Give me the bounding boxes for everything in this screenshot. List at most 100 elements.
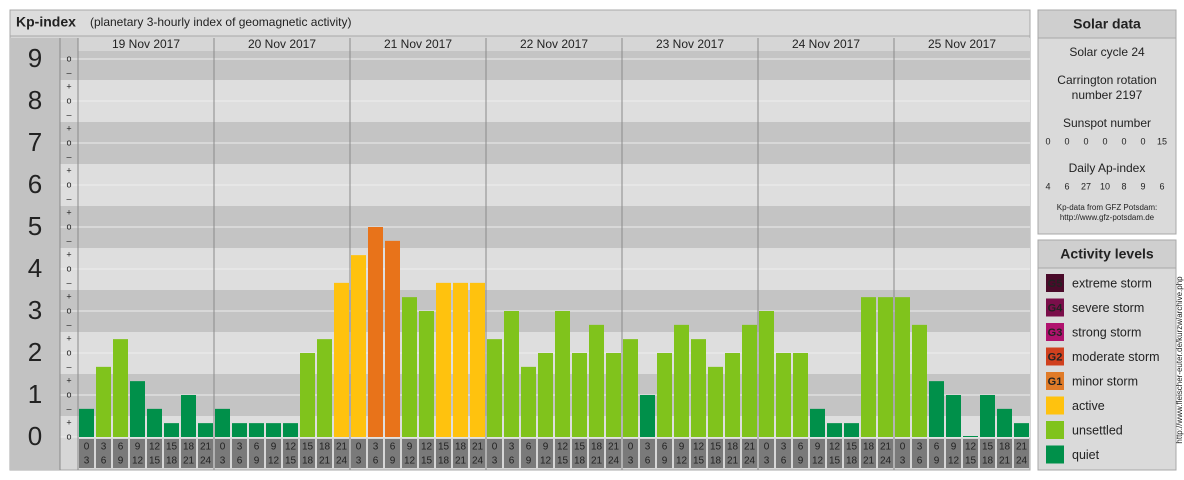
date-row <box>78 38 1030 51</box>
bar <box>351 255 366 437</box>
subtick-label: o <box>66 347 71 357</box>
y-tick-label: 4 <box>28 253 42 283</box>
subtick-label: o <box>66 137 71 147</box>
bar <box>623 339 638 437</box>
time-cell <box>861 439 876 468</box>
subtick-label: o <box>66 389 71 399</box>
subtick-label: + <box>66 417 71 427</box>
time-label: 6 <box>118 442 124 453</box>
bar <box>929 381 944 437</box>
time-label: 3 <box>628 456 634 467</box>
bar <box>759 311 774 437</box>
time-label: 21 <box>472 442 484 453</box>
bar <box>96 366 111 437</box>
time-cell <box>96 439 111 468</box>
time-cell <box>691 439 706 468</box>
time-label: 6 <box>237 456 243 467</box>
time-label: 0 <box>220 442 226 453</box>
time-cell <box>521 439 536 468</box>
date-label: 23 Nov 2017 <box>656 37 724 51</box>
time-label: 9 <box>254 456 260 467</box>
time-label: 18 <box>455 442 467 453</box>
bar <box>776 353 791 437</box>
time-label: 9 <box>679 442 685 453</box>
source: Kp-data from GFZ Potsdam: <box>1057 203 1157 212</box>
level-label: quiet <box>1072 448 1100 462</box>
bar <box>436 282 451 437</box>
time-label: 21 <box>183 456 195 467</box>
bar <box>844 423 859 437</box>
time-label: 15 <box>846 442 858 453</box>
subtick-label: + <box>66 249 71 259</box>
solar-value: 6 <box>1159 181 1164 191</box>
time-label: 6 <box>526 442 532 453</box>
time-label: 18 <box>846 456 858 467</box>
bar <box>283 423 298 437</box>
time-cell <box>929 439 944 468</box>
solar-value: 0 <box>1083 136 1088 146</box>
bar <box>725 353 740 437</box>
y-tick-label: 6 <box>28 169 42 199</box>
time-cell <box>742 439 757 468</box>
level-label: minor storm <box>1072 374 1138 388</box>
time-label: 9 <box>118 456 124 467</box>
time-label: 9 <box>951 442 957 453</box>
solar-value: 0 <box>1121 136 1126 146</box>
time-label: 15 <box>965 456 977 467</box>
subtick-label: + <box>66 81 71 91</box>
time-label: 6 <box>390 442 396 453</box>
y-tick-label: 7 <box>28 127 42 157</box>
bar <box>368 227 383 437</box>
bar <box>589 324 604 437</box>
subtick-label: + <box>66 291 71 301</box>
time-cell <box>334 439 349 468</box>
time-cell <box>555 439 570 468</box>
time-label: 9 <box>662 456 668 467</box>
time-label: 12 <box>132 456 144 467</box>
time-label: 3 <box>220 456 226 467</box>
bar <box>487 339 502 437</box>
time-label: 12 <box>404 456 416 467</box>
solar-value: 9 <box>1140 181 1145 191</box>
time-label: 12 <box>421 442 433 453</box>
bar <box>130 381 145 437</box>
time-cell <box>130 439 145 468</box>
time-cell <box>657 439 672 468</box>
bar <box>453 282 468 437</box>
bar <box>742 324 757 437</box>
source-url: http://www.gfz-potsdam.de <box>1060 213 1155 222</box>
time-label: 0 <box>84 442 90 453</box>
subtick-label: – <box>66 277 71 287</box>
time-label: 3 <box>917 442 923 453</box>
y-tick-label: 8 <box>28 85 42 115</box>
time-cell <box>827 439 842 468</box>
time-label: 6 <box>798 442 804 453</box>
time-label: 6 <box>101 456 107 467</box>
time-label: 3 <box>509 442 515 453</box>
bar <box>810 408 825 437</box>
bar <box>249 423 264 437</box>
level-badge: G4 <box>1048 302 1064 314</box>
time-cell <box>402 439 417 468</box>
time-label: 0 <box>492 442 498 453</box>
time-label: 24 <box>1016 456 1028 467</box>
y-tick-label: 1 <box>28 379 42 409</box>
time-label: 3 <box>101 442 107 453</box>
y-tick-label: 9 <box>28 43 42 73</box>
time-cell <box>300 439 315 468</box>
subtick-label: – <box>66 193 71 203</box>
bar <box>572 353 587 437</box>
time-cell <box>1014 439 1029 468</box>
time-cell <box>181 439 196 468</box>
bar <box>147 408 162 437</box>
level-swatch <box>1046 298 1064 317</box>
solar-value: 0 <box>1045 136 1050 146</box>
time-label: 9 <box>934 456 940 467</box>
level-swatch <box>1046 445 1064 464</box>
time-label: 12 <box>676 456 688 467</box>
time-label: 0 <box>628 442 634 453</box>
chart-title: Kp-index <box>16 14 76 30</box>
solar-value: 8 <box>1121 181 1126 191</box>
level-badge: G3 <box>1048 327 1063 339</box>
subtick-label: – <box>66 109 71 119</box>
